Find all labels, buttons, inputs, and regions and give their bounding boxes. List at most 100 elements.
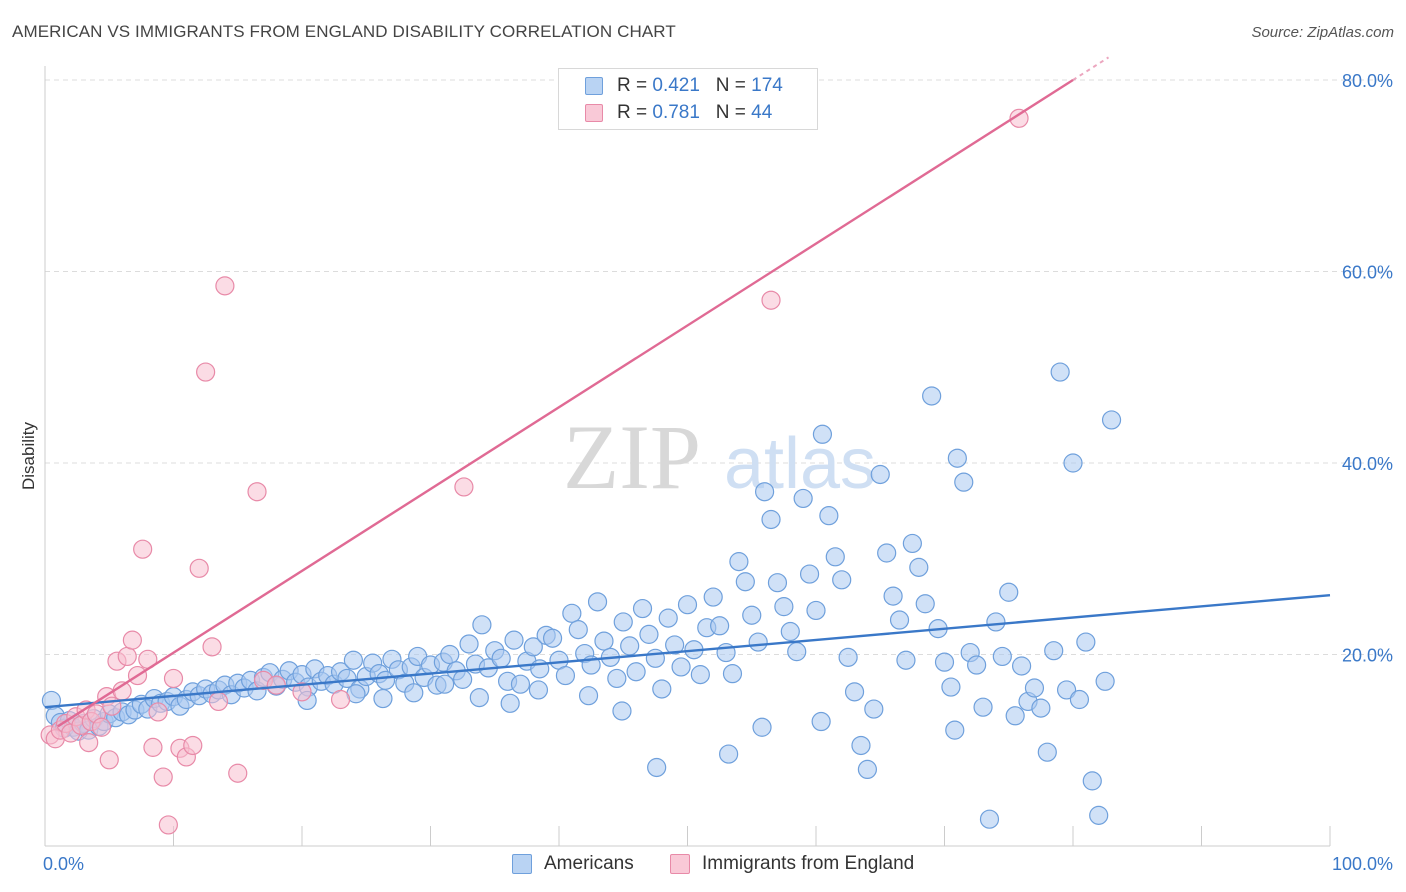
americans-point (754, 482, 775, 502)
n-value-americans: 174 (751, 75, 783, 96)
england-point (330, 689, 351, 710)
americans-point (343, 650, 363, 670)
americans-point (578, 686, 599, 706)
england-point (122, 630, 142, 650)
americans-point (626, 662, 646, 682)
americans-point (677, 595, 698, 615)
americans-point (1082, 771, 1102, 791)
americans-point (1011, 656, 1032, 676)
n-label: N = (715, 75, 752, 96)
americans-legend-swatch (512, 854, 532, 874)
england-point (215, 276, 235, 296)
england-point (247, 482, 267, 502)
americans-point (752, 717, 772, 737)
americans-point (1056, 680, 1077, 700)
england-point (761, 290, 781, 310)
americans-point (594, 631, 614, 651)
americans-point (909, 557, 929, 577)
england-point (183, 735, 203, 756)
americans-point (748, 632, 768, 652)
americans-point (645, 648, 665, 668)
x-tick-label: 0.0% (43, 854, 84, 874)
england-point (148, 702, 168, 722)
axes (44, 66, 1331, 847)
england-point (1009, 108, 1029, 128)
americans-point (954, 472, 974, 492)
americans-point (613, 612, 633, 632)
americans-point (761, 509, 781, 530)
americans-point (491, 648, 511, 668)
americans-point (1037, 742, 1057, 762)
americans-point (1050, 362, 1070, 382)
americans-point (877, 543, 897, 563)
americans-point (945, 720, 965, 740)
americans-point (671, 657, 691, 677)
grid-lines (45, 79, 1392, 655)
americans-point (500, 693, 520, 713)
americans-swatch (585, 77, 603, 95)
americans-point (819, 506, 839, 526)
americans-point (767, 573, 788, 593)
americans-point (999, 582, 1019, 602)
americans-point (647, 757, 667, 778)
americans-point (459, 634, 479, 654)
r-value-americans: 0.421 (652, 75, 700, 96)
n-value-england: 44 (751, 102, 773, 123)
england-point (266, 675, 286, 695)
americans-point (851, 735, 871, 756)
y-tick-label: 40.0% (1342, 454, 1393, 474)
americans-point (1024, 678, 1045, 698)
americans-point (555, 665, 576, 686)
y-axis-label: Disability (19, 421, 38, 490)
england-point (153, 767, 173, 787)
americans-point (469, 687, 489, 708)
n-label: N = (715, 102, 752, 123)
americans-point (639, 624, 659, 644)
england-legend-label: Immigrants from England (702, 853, 915, 874)
americans-point (722, 664, 743, 684)
americans-point (992, 646, 1012, 667)
england-point (91, 717, 112, 737)
americans-point (787, 642, 807, 662)
england-trend-extension (1072, 56, 1110, 81)
england-point (454, 477, 474, 497)
watermark-zip: ZIP (563, 406, 701, 508)
americans-point (742, 605, 762, 625)
americans-point (896, 650, 916, 670)
americans-point (986, 612, 1006, 632)
england-swatch (585, 104, 603, 122)
americans-point (1101, 410, 1122, 430)
england-point (196, 362, 216, 382)
americans-point (774, 597, 794, 617)
americans-point (523, 637, 543, 657)
americans-point (542, 628, 563, 648)
england-point (158, 815, 178, 835)
correlation-legend: R = 0.421 N = 174 R = 0.781 N = 44 (558, 68, 818, 130)
americans-point (710, 616, 730, 636)
americans-point (934, 652, 955, 672)
americans-point (825, 547, 845, 567)
americans-point (1089, 805, 1109, 825)
americans-trend-line (44, 593, 1331, 709)
england-point (189, 558, 209, 578)
tick-labels: 20.0% 40.0% 60.0% 80.0% 0.0% 100.0% (43, 71, 1393, 874)
americans-point (811, 711, 831, 732)
americans-point (587, 592, 608, 612)
americans-point (870, 464, 890, 485)
americans-point (690, 665, 710, 685)
americans-point (658, 608, 678, 628)
y-tick-label: 60.0% (1342, 263, 1393, 283)
americans-point (967, 655, 987, 675)
source-label: Source: ZipAtlas.com (1251, 24, 1394, 41)
americans-point (729, 552, 749, 572)
americans-point (607, 668, 627, 689)
americans-point (337, 668, 357, 689)
watermark: ZIP atlas (563, 406, 876, 508)
americans-point (838, 647, 858, 667)
americans-point (620, 636, 640, 656)
x-tick-label: 100.0% (1332, 854, 1393, 874)
americans-point (973, 697, 993, 717)
americans-point (941, 677, 961, 697)
americans-point (652, 679, 672, 699)
chart-title: AMERICAN VS IMMIGRANTS FROM ENGLAND DISA… (12, 22, 676, 41)
